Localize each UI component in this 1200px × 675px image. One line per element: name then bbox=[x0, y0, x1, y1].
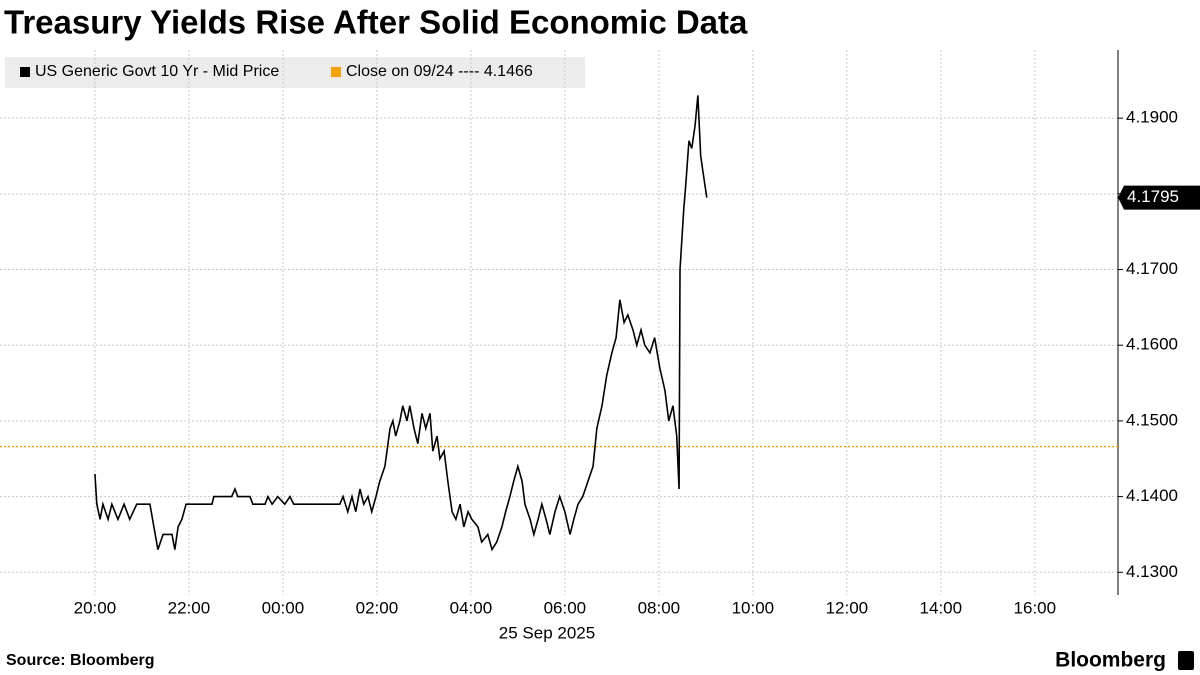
x-tick-label: 10:00 bbox=[732, 598, 775, 617]
line-series bbox=[94, 95, 708, 552]
y-tick-label: 4.1900 bbox=[1126, 108, 1178, 127]
y-tick-label: 4.1300 bbox=[1126, 562, 1178, 581]
y-tick-label: 4.1700 bbox=[1126, 259, 1178, 278]
legend-background bbox=[5, 57, 585, 88]
x-tick-label: 06:00 bbox=[544, 598, 587, 617]
y-tick-label: 4.1500 bbox=[1126, 410, 1178, 429]
x-tick-label: 02:00 bbox=[356, 598, 399, 617]
last-value-label: 4.1795 bbox=[1127, 187, 1179, 206]
x-tick-label: 22:00 bbox=[168, 598, 211, 617]
x-tick-label: 16:00 bbox=[1014, 598, 1057, 617]
legend-label: US Generic Govt 10 Yr - Mid Price bbox=[35, 63, 279, 80]
x-axis-label: 25 Sep 2025 bbox=[499, 623, 595, 642]
brand: Bloomberg bbox=[1055, 649, 1166, 672]
x-tick-label: 14:00 bbox=[920, 598, 963, 617]
x-tick-label: 20:00 bbox=[74, 598, 117, 617]
legend-swatch bbox=[20, 67, 30, 77]
x-tick-label: 08:00 bbox=[638, 598, 681, 617]
y-tick-label: 4.1600 bbox=[1126, 335, 1178, 354]
source: Source: Bloomberg bbox=[6, 652, 154, 669]
x-tick-label: 04:00 bbox=[450, 598, 493, 617]
y-tick-label: 4.1400 bbox=[1126, 486, 1178, 505]
chart-title: Treasury Yields Rise After Solid Economi… bbox=[4, 4, 748, 41]
brand-icon bbox=[1178, 651, 1194, 670]
x-tick-label: 00:00 bbox=[262, 598, 305, 617]
last-value-marker bbox=[1118, 185, 1200, 210]
legend-label: Close on 09/24 ---- 4.1466 bbox=[346, 63, 533, 80]
x-tick-label: 12:00 bbox=[826, 598, 869, 617]
legend-swatch bbox=[331, 67, 341, 77]
